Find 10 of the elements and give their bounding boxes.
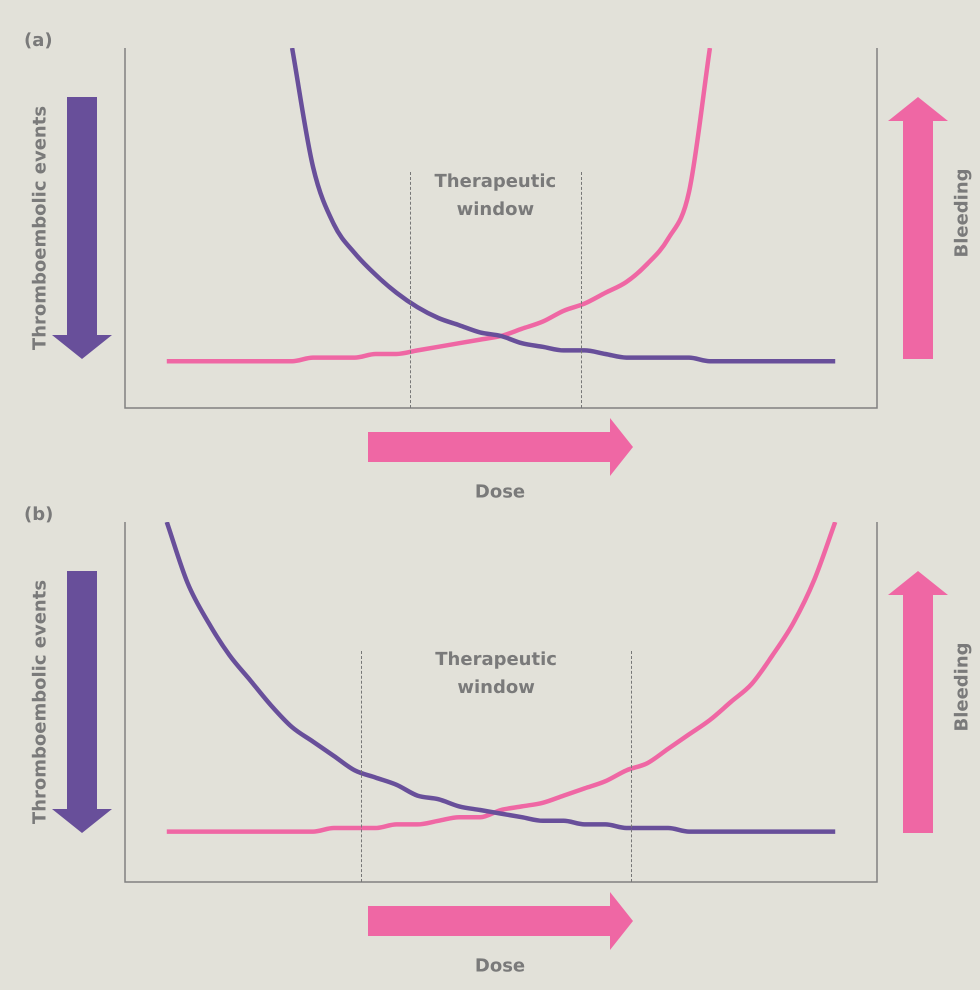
chart-title: (a) [24,30,53,51]
annotation: Therapeutic window [434,170,558,222]
annotation: Therapeutic window [434,648,558,700]
x-axis-title: Dose [474,956,526,976]
y2-axis-title: Bleeding [952,168,972,258]
y-axis-title: Thromboembolic events [30,106,50,350]
x-axis-title: Dose [474,482,526,502]
y2-axis-title: Bleeding [952,642,972,732]
y-axis-title: Thromboembolic events [30,580,50,824]
chart-title: (b) [24,504,54,525]
